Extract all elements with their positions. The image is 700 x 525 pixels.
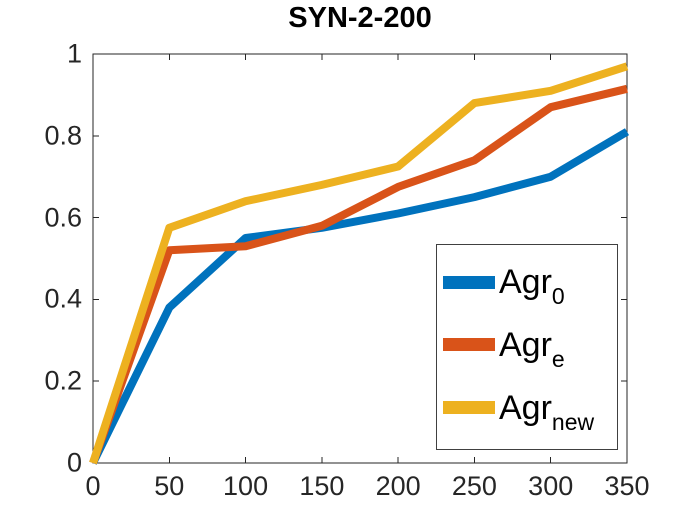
y-tick-label: 0 [66,447,82,478]
x-tick-label: 350 [604,471,650,501]
x-tick-label: 150 [299,471,345,501]
legend-label-Agr_new: Agrnew [499,388,595,435]
legend-swatch-Agr_0 [443,275,495,289]
series-line-Agr_0 [89,128,630,465]
legend-item-Agr_e: Agre [443,325,617,372]
y-tick-label: 0.8 [44,120,82,151]
x-tick-label: 0 [85,471,101,501]
legend-label-subscript-Agr_0: 0 [551,283,565,310]
y-tick-label: 1 [66,38,82,69]
x-tick-label: 300 [528,471,574,501]
legend-label-subscript-Agr_e: e [551,345,565,372]
series-line-Agr_e [89,84,628,465]
legend-swatch-Agr_new [443,401,495,415]
y-tick-label: 0.2 [44,365,82,396]
legend-swatch-Agr_e [443,338,495,352]
y-tick-label: 0.4 [44,283,82,314]
legend-label-subscript-Agr_new: new [551,408,595,435]
x-tick-label: 50 [154,471,185,501]
legend-item-Agr_new: Agrnew [443,388,617,435]
x-tick-label: 100 [223,471,269,501]
legend-label-Agr_0: Agr0 [499,263,565,310]
series-line-Agr_new [89,62,629,465]
y-tick-label: 0.6 [44,202,82,233]
x-tick-label: 250 [451,471,497,501]
legend: Agr0 Agre Agrnew [436,244,618,450]
legend-label-Agr_e: Agre [499,325,565,372]
x-tick-label: 200 [375,471,421,501]
chart-title: SYN-2-200 [288,2,432,34]
axes-box [92,53,628,464]
legend-item-Agr_0: Agr0 [443,263,617,310]
